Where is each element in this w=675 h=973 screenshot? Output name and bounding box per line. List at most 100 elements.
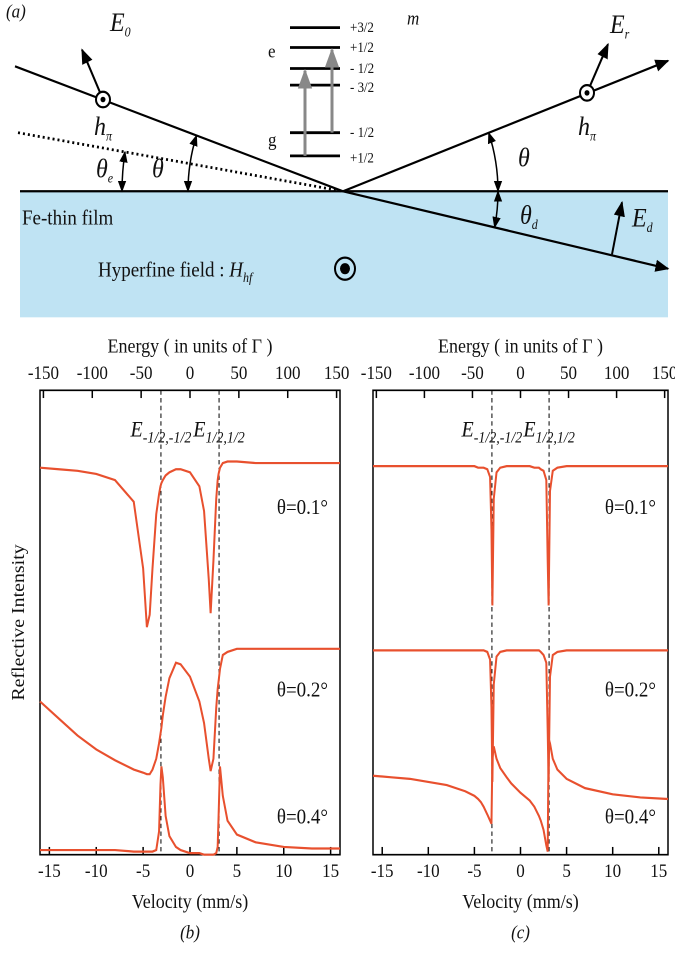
label-sub: d xyxy=(532,217,539,232)
reflected-beam xyxy=(343,61,668,191)
critical-line xyxy=(18,133,343,192)
polarization-dot xyxy=(585,90,590,96)
label-main: E xyxy=(130,417,143,442)
panel-label: (a) xyxy=(6,1,26,23)
level-label: - 1/2 xyxy=(350,60,374,76)
x-tick-label: 0 xyxy=(516,860,525,881)
series-label: θ=0.2° xyxy=(277,679,328,702)
caption: (c) xyxy=(511,922,530,944)
polarization-label: hπ xyxy=(94,112,113,144)
x2-tick-label: 100 xyxy=(604,362,630,383)
series-line xyxy=(373,650,668,782)
y-axis-title: Reflective Intensity xyxy=(9,544,29,701)
series-label: θ=0.4° xyxy=(605,806,656,829)
label-sub: 1/2,1/2 xyxy=(536,430,576,447)
x2-tick-label: -100 xyxy=(409,362,440,383)
x2-tick-label: 150 xyxy=(652,362,675,383)
label-sub: π xyxy=(590,129,597,144)
caption: (b) xyxy=(180,922,200,944)
hyperfine-label: Hyperfine field : Hhf xyxy=(98,259,254,286)
series-line xyxy=(373,739,668,852)
label-sub: r xyxy=(625,27,630,42)
label-sub: hf xyxy=(243,270,254,285)
level-labels: +3/2 +1/2 - 1/2 - 3/2 - 1/2 +1/2 xyxy=(350,19,374,165)
series-label: θ=0.4° xyxy=(277,806,328,829)
label-sub: 0 xyxy=(125,25,132,40)
reference-label: E-1/2,-1/2 xyxy=(461,417,523,447)
x2-axis-title: Energy ( in units of Γ ) xyxy=(107,336,272,358)
film-label: Fe-thin film xyxy=(22,207,114,230)
x-tick-label: 0 xyxy=(186,860,195,881)
reference-label: E-1/2,-1/2 xyxy=(130,417,192,447)
label-sub: -1/2,-1/2 xyxy=(143,430,192,447)
label-main: h xyxy=(94,112,106,141)
x-tick-label: -10 xyxy=(417,860,440,881)
field-dot xyxy=(340,263,350,274)
label-main: E xyxy=(461,417,474,442)
field-label: Er xyxy=(609,10,629,42)
label-sub: π xyxy=(106,129,113,144)
series-label: θ=0.1° xyxy=(605,496,656,519)
x-axis-title: Velocity (mm/s) xyxy=(462,891,578,913)
level-label: - 1/2 xyxy=(350,125,374,141)
label-main: θ xyxy=(96,154,108,183)
x-tick-label: -5 xyxy=(136,860,150,881)
x2-axis-title: Energy ( in units of Γ ) xyxy=(438,336,603,358)
label-sub: 1/2,1/2 xyxy=(206,430,246,447)
angle-label: θ xyxy=(518,143,530,172)
x2-tick-label: -150 xyxy=(28,362,59,383)
label-main: θ xyxy=(520,200,532,229)
x2-tick-label: 50 xyxy=(560,362,577,383)
angle-label: θe xyxy=(96,154,113,186)
x2-tick-label: -50 xyxy=(130,362,153,383)
label-main: E xyxy=(631,204,647,233)
label-main: E xyxy=(522,417,535,442)
film xyxy=(20,191,668,317)
level-group-label: g xyxy=(268,129,277,150)
angle-label: θ xyxy=(152,154,164,183)
x2-tick-label: 0 xyxy=(516,362,525,383)
label-sub: e xyxy=(108,171,114,186)
x2-tick-label: -100 xyxy=(77,362,108,383)
x-tick-label: 5 xyxy=(233,860,242,881)
page: (a) E0 Er Ed hπ hπ θ θ θe θd Fe-thin fil… xyxy=(0,0,675,973)
polarization-label: hπ xyxy=(578,112,597,144)
series-label: θ=0.2° xyxy=(605,679,656,702)
angle-arc xyxy=(489,133,498,191)
reference-label: E1/2,1/2 xyxy=(522,417,575,447)
reference-label: E1/2,1/2 xyxy=(192,417,245,447)
x-tick-label: 15 xyxy=(650,860,667,881)
series-line xyxy=(40,462,340,628)
level-axis-label: m xyxy=(407,8,419,29)
label-sub: -1/2,-1/2 xyxy=(474,430,523,447)
x2-tick-label: 0 xyxy=(186,362,195,383)
label-main: E xyxy=(609,10,625,39)
plot-frame xyxy=(40,390,340,854)
x2-tick-label: 150 xyxy=(324,362,350,383)
x-tick-label: 10 xyxy=(604,860,621,881)
label-main: E xyxy=(192,417,205,442)
x-axis-title: Velocity (mm/s) xyxy=(132,891,248,913)
label-main: h xyxy=(578,112,590,141)
figure: (a) E0 Er Ed hπ hπ θ θ θe θd Fe-thin fil… xyxy=(0,0,675,973)
x-tick-label: -15 xyxy=(371,860,394,881)
label-text: Hyperfine field : xyxy=(98,259,229,282)
x2-tick-label: 50 xyxy=(230,362,247,383)
level-label: - 3/2 xyxy=(350,79,374,95)
level-label: +1/2 xyxy=(350,39,374,55)
x-tick-label: 5 xyxy=(562,860,571,881)
x2-tick-label: -50 xyxy=(461,362,484,383)
level-label: +3/2 xyxy=(350,19,374,35)
field-label: E0 xyxy=(109,8,131,40)
diagram: (a) E0 Er Ed hπ hπ θ θ θe θd Fe-thin fil… xyxy=(6,1,668,317)
angle-arc xyxy=(122,152,125,191)
series-line xyxy=(40,649,340,774)
x2-tick-label: -150 xyxy=(361,362,392,383)
label-sub: d xyxy=(647,221,654,236)
x-tick-label: -15 xyxy=(38,860,61,881)
level-group-label: e xyxy=(268,41,276,62)
series-line xyxy=(373,466,668,605)
plot-frame xyxy=(373,390,668,854)
x2-tick-label: 100 xyxy=(275,362,301,383)
